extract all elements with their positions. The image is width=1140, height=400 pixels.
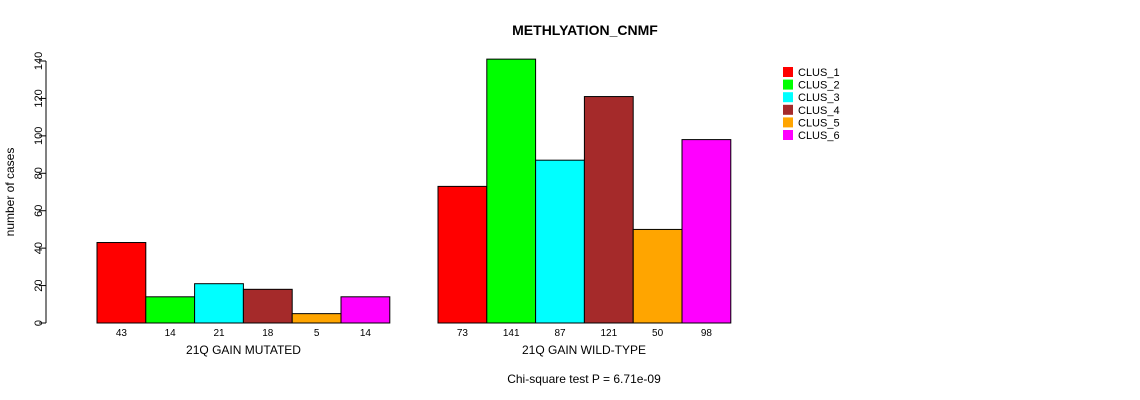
bar-value-label: 98 <box>701 328 713 339</box>
legend-swatch <box>783 92 793 103</box>
bar <box>194 283 244 324</box>
legend-label: CLUS_3 <box>798 92 840 104</box>
bar <box>632 228 683 324</box>
y-tick-label: 140 <box>33 52 45 70</box>
legend-swatch <box>783 79 793 90</box>
bar-value-label: 43 <box>116 328 128 339</box>
bar <box>340 296 391 324</box>
bar <box>242 288 293 324</box>
legend-label: CLUS_5 <box>798 117 840 129</box>
legend-label: CLUS_6 <box>798 130 840 142</box>
bar-value-label: 87 <box>554 328 566 339</box>
y-axis: 0 20 40 60 80 100 120 140 <box>33 52 47 326</box>
bar-value-label: 14 <box>165 328 177 339</box>
y-tick-label: 80 <box>33 167 45 179</box>
bar <box>291 313 342 324</box>
y-axis-label: number of cases <box>3 148 17 237</box>
bar-value-label: 14 <box>360 328 372 339</box>
bar-value-label: 18 <box>262 328 274 339</box>
group-label-wild-type: 21Q GAIN WILD-TYPE <box>522 343 646 357</box>
legend-swatch <box>783 117 793 128</box>
bar <box>486 58 537 324</box>
bar-value-label: 5 <box>314 328 320 339</box>
legend-label: CLUS_1 <box>798 67 840 79</box>
bar <box>437 185 488 324</box>
bar <box>145 296 196 324</box>
legend-swatch <box>783 130 793 140</box>
group-label-mutated: 21Q GAIN MUTATED <box>186 343 301 357</box>
bar-value-label: 73 <box>457 328 469 339</box>
y-tick-label: 20 <box>33 279 45 291</box>
bar <box>681 139 732 324</box>
bar <box>535 159 585 324</box>
legend-swatch <box>783 104 793 115</box>
legend-label: CLUS_2 <box>798 80 840 92</box>
legend-label: CLUS_4 <box>798 105 840 117</box>
bar-value-label: 121 <box>600 328 617 339</box>
bar-value-labels: 43 14 21 18 5 14 73 141 87 121 50 98 <box>116 328 713 339</box>
chart-title: METHLYATION_CNMF <box>512 22 658 38</box>
bars <box>96 58 732 324</box>
y-tick-label: 0 <box>33 320 45 326</box>
chi-square-footnote: Chi-square test P = 6.71e-09 <box>507 372 661 386</box>
y-tick-label: 100 <box>33 127 45 145</box>
legend-swatch <box>783 67 793 77</box>
bar <box>583 96 634 324</box>
y-tick-label: 120 <box>33 89 45 107</box>
bar <box>96 242 147 324</box>
bar-value-label: 50 <box>652 328 664 339</box>
bar-value-label: 21 <box>213 328 225 339</box>
y-tick-label: 60 <box>33 205 45 217</box>
y-tick-label: 40 <box>33 242 45 254</box>
bar-value-label: 141 <box>503 328 520 339</box>
